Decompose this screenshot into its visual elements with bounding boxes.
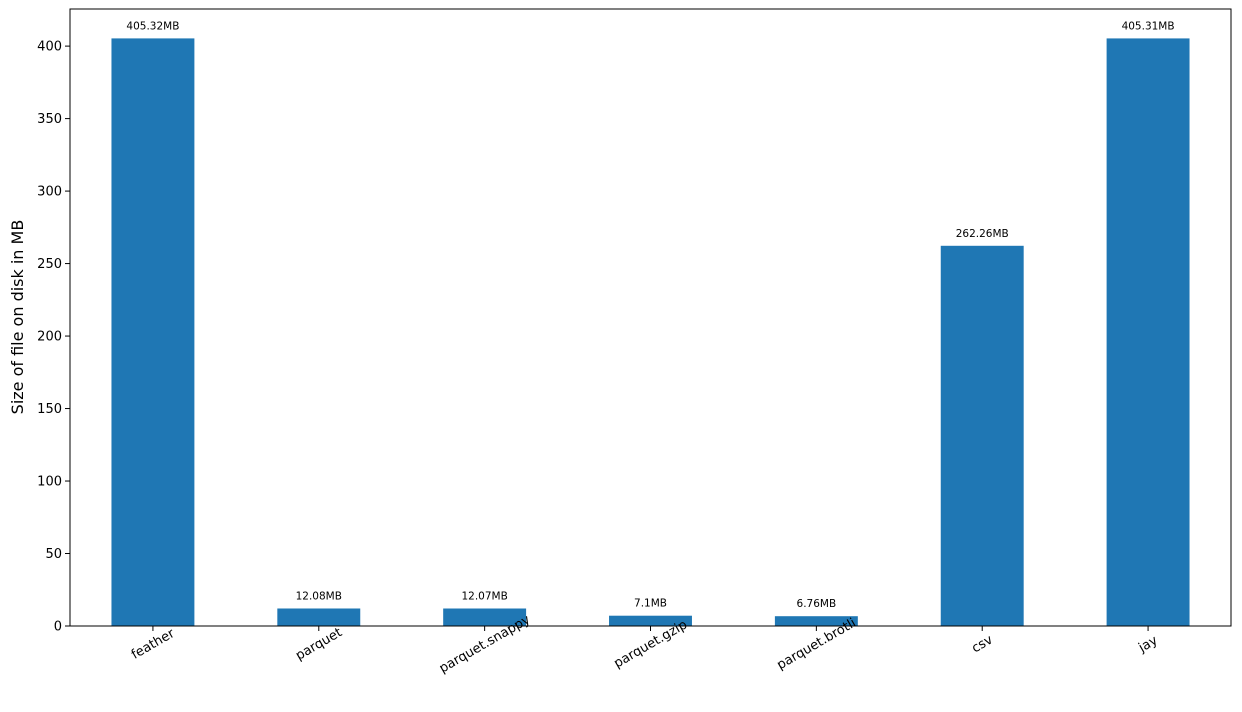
bar-parquet.gzip [609, 615, 692, 626]
y-tick-label: 400 [37, 40, 62, 55]
data-labels-group: 405.32MB 12.08MB 12.07MB 7.1MB 6.76MB 262.26M… [126, 20, 1174, 610]
bar-jay [1106, 38, 1190, 626]
y-tick-label: 50 [45, 547, 62, 562]
y-tick-label: 150 [37, 402, 62, 417]
data-label-feather: 405.32MB [126, 20, 179, 32]
data-label-parquet: 12.08MB [296, 590, 342, 602]
bar-parquet [277, 608, 361, 626]
bar-csv [940, 245, 1024, 627]
y-tick-label: 200 [37, 330, 62, 345]
y-tick-label: 250 [37, 257, 62, 272]
bar-parquet.snappy [443, 608, 527, 626]
bars-group [111, 38, 1190, 627]
x-tick-label-jay: jay [1135, 633, 1160, 656]
data-label-parquet.snappy: 12.07MB [461, 591, 507, 603]
y-tick-label: 100 [37, 475, 62, 490]
bar-feather [111, 38, 195, 627]
bar-parquet.brotli [774, 616, 858, 626]
x-tick-label-feather: feather [129, 626, 178, 663]
x-tick-label-csv: csv [969, 632, 995, 656]
y-tick-label: 0 [54, 620, 62, 635]
data-label-parquet.brotli: 6.76MB [797, 598, 837, 610]
data-label-parquet.gzip: 7.1MB [634, 598, 667, 610]
plot-frame [69, 8, 1232, 627]
data-label-jay: 405.31MB [1122, 20, 1175, 32]
y-tick-label: 350 [37, 112, 62, 127]
y-tick-label: 300 [37, 185, 62, 200]
y-axis: 0 50 100 150 200 250 300 350 400 [37, 40, 70, 635]
y-axis-title: Size of file on disk in MB [8, 220, 27, 415]
data-label-csv: 262.26MB [956, 228, 1009, 240]
